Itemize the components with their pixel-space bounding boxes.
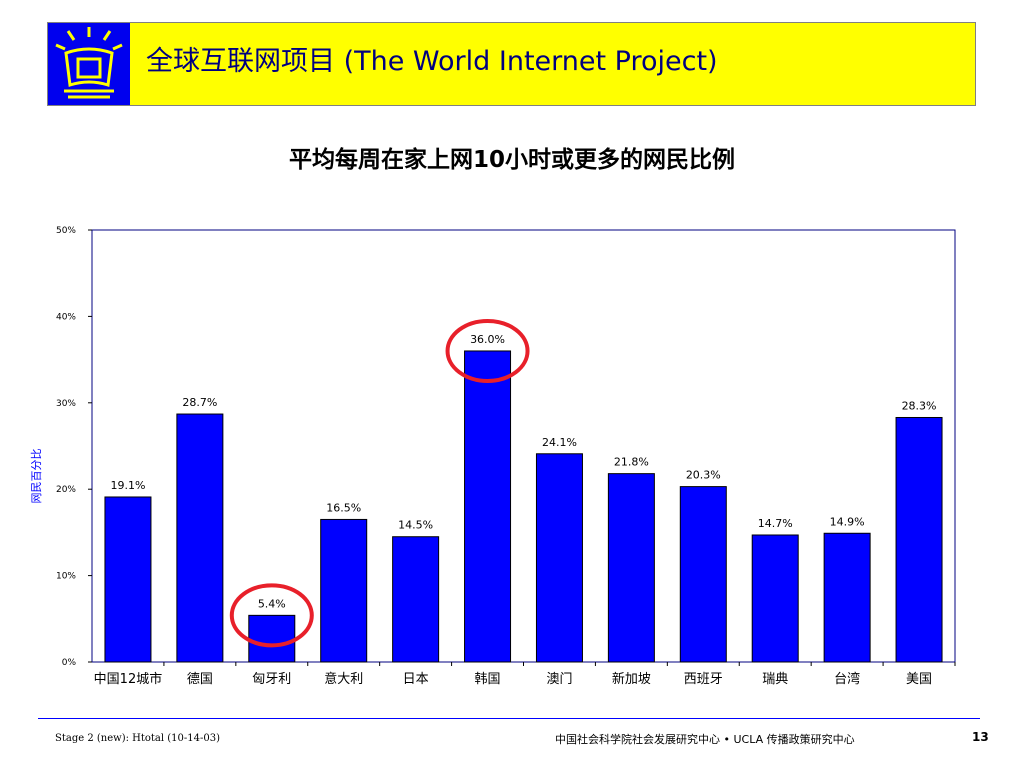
y-tick-label: 20% bbox=[56, 485, 76, 495]
bar-chart: 0% 10% 20% 30% 40% 50% 网民百分比 19.1% 中国12城市 28.7% 德国… bbox=[30, 226, 956, 687]
data-label-background bbox=[248, 593, 295, 612]
page-title: 全球互联网项目 (The World Internet Project) bbox=[146, 46, 718, 77]
bar bbox=[248, 614, 296, 663]
data-label: 28.7% bbox=[182, 396, 217, 409]
data-label-background bbox=[464, 328, 511, 347]
x-tick-label: 中国12城市 bbox=[94, 671, 163, 687]
x-tick-label: 意大利 bbox=[324, 671, 363, 687]
x-tick-label: 西班牙 bbox=[684, 672, 723, 687]
data-label: 36.0% bbox=[470, 333, 505, 346]
x-tick-label: 美国 bbox=[906, 672, 932, 687]
bar bbox=[464, 350, 512, 663]
y-tick-label: 50% bbox=[56, 226, 76, 236]
x-tick-label: 日本 bbox=[403, 672, 429, 687]
data-label: 20.3% bbox=[686, 469, 721, 482]
bar bbox=[895, 416, 943, 663]
data-label: 14.5% bbox=[398, 519, 433, 532]
y-axis-label: 网民百分比 bbox=[30, 449, 43, 504]
bar bbox=[176, 413, 224, 663]
x-tick-label: 新加坡 bbox=[612, 671, 651, 687]
y-tick-label: 10% bbox=[56, 572, 76, 582]
logo bbox=[48, 23, 130, 105]
page-number: 13 bbox=[972, 730, 989, 744]
data-label: 21.8% bbox=[614, 456, 649, 469]
chart-title: 平均每周在家上网10小时或更多的网民比例 bbox=[288, 147, 735, 173]
x-tick-label: 韩国 bbox=[475, 672, 501, 687]
y-tick-label: 40% bbox=[56, 312, 76, 322]
highlight-circle bbox=[445, 318, 530, 383]
y-tick-label: 30% bbox=[56, 399, 76, 409]
x-tick-label: 澳门 bbox=[546, 671, 572, 687]
bar bbox=[823, 532, 871, 663]
y-tick-label: 0% bbox=[62, 658, 77, 668]
bar bbox=[392, 536, 440, 663]
footer-source: Stage 2 (new): Htotal (10-14-03) bbox=[55, 733, 220, 744]
bar bbox=[751, 534, 799, 663]
x-tick-label: 瑞典 bbox=[762, 672, 788, 687]
data-label: 28.3% bbox=[902, 399, 937, 412]
header-banner: 全球互联网项目 (The World Internet Project) bbox=[47, 22, 976, 106]
data-label: 14.7% bbox=[758, 517, 793, 530]
x-tick-label: 德国 bbox=[187, 672, 213, 687]
x-tick-label: 匈牙利 bbox=[252, 672, 291, 687]
data-label: 16.5% bbox=[326, 501, 361, 514]
highlight-circle bbox=[229, 583, 314, 648]
bar bbox=[679, 486, 727, 663]
bar bbox=[535, 453, 583, 663]
window-logo-icon bbox=[55, 27, 123, 99]
footer-organization: 中国社会科学院社会发展研究中心 • UCLA 传播政策研究中心 bbox=[555, 733, 855, 746]
data-label: 19.1% bbox=[110, 479, 145, 492]
data-label: 24.1% bbox=[542, 436, 577, 449]
data-label: 5.4% bbox=[258, 597, 286, 610]
data-label: 14.9% bbox=[830, 515, 865, 528]
x-tick-label: 台湾 bbox=[834, 671, 860, 687]
footer-divider bbox=[38, 718, 980, 719]
bar bbox=[607, 473, 655, 663]
bar bbox=[320, 518, 368, 663]
bar bbox=[104, 496, 152, 663]
